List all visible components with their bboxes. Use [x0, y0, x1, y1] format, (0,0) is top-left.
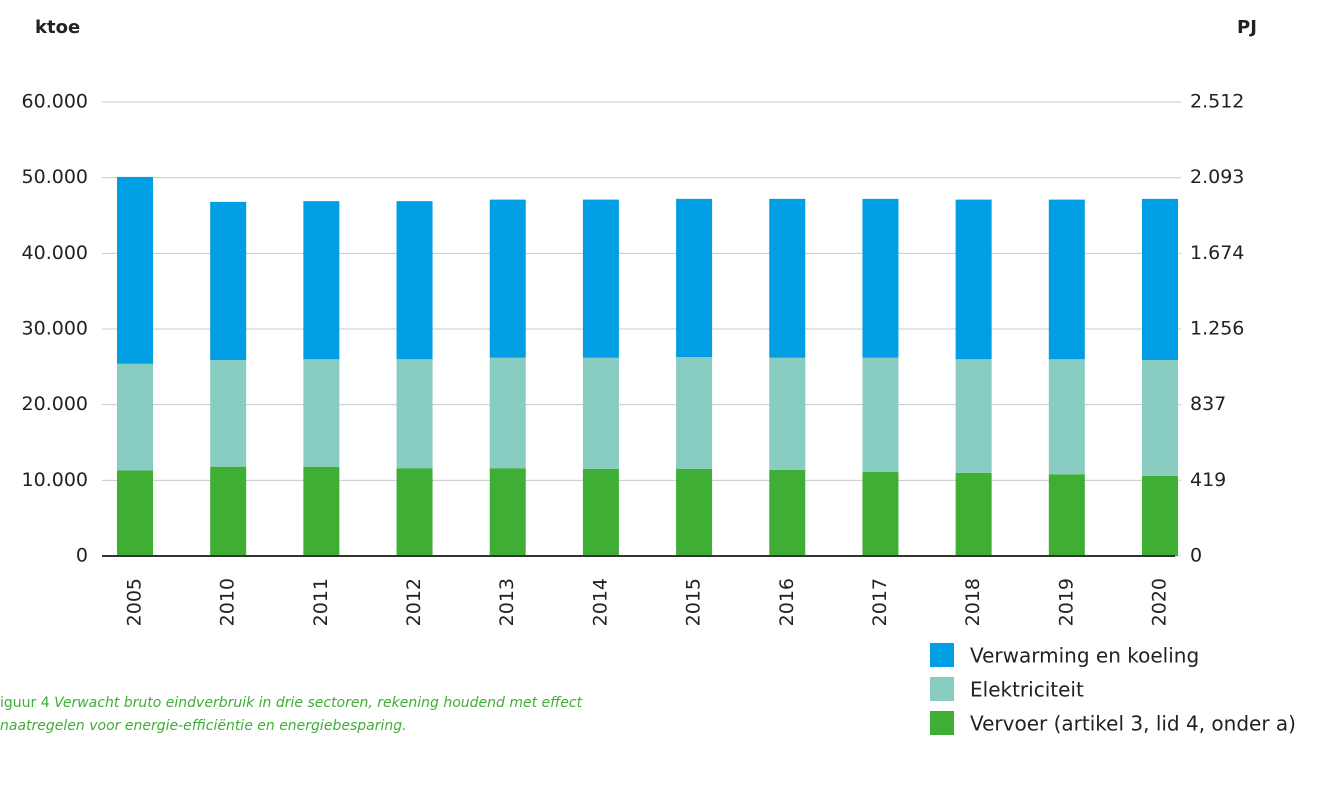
legend-swatch [930, 711, 954, 735]
x-tick-label: 2015 [683, 578, 705, 626]
caption: iguur 4 Verwacht bruto eindverbruik in d… [0, 695, 583, 711]
y2-tick-label: 419 [1190, 469, 1226, 491]
legend-swatch [930, 677, 954, 701]
bar-segment [676, 356, 713, 469]
bar-segment [303, 466, 340, 556]
x-tick-label: 2012 [403, 578, 425, 626]
y2-tick-label: 2.093 [1190, 166, 1244, 188]
x-tick-label: 2016 [776, 578, 798, 626]
bar-segment [489, 357, 526, 469]
bar-segment [1142, 198, 1178, 361]
bar-segment [582, 199, 619, 358]
legend-label: Vervoer (artikel 3, lid 4, onder a) [970, 712, 1296, 736]
x-tick-label: 2018 [962, 578, 984, 626]
x-tick-label: 2013 [496, 578, 518, 626]
bar-segment [396, 359, 433, 469]
bar-segment [303, 359, 340, 467]
bar-segment [676, 468, 713, 556]
x-tick-label: 2017 [869, 578, 891, 626]
bar-segment [862, 472, 899, 556]
x-tick-label: 2010 [217, 578, 239, 626]
bar-segment [862, 357, 899, 473]
caption-label: iguur 4 [0, 695, 50, 711]
bar-segment [117, 176, 153, 364]
y2-tick-label: 1.674 [1190, 242, 1244, 264]
bar-segment [955, 199, 992, 360]
y-tick-label: 20.000 [22, 393, 88, 415]
y-axis-title: ktoe [35, 17, 80, 38]
bar-segment [1142, 360, 1178, 476]
bar-segment [582, 468, 619, 556]
y-tick-label: 10.000 [22, 469, 88, 491]
bar-segment [1048, 474, 1085, 556]
y2-tick-label: 0 [1190, 545, 1202, 567]
bar-segment [489, 199, 526, 358]
y-tick-label: 50.000 [22, 166, 88, 188]
y-tick-label: 60.000 [22, 91, 88, 113]
caption-line: Verwacht bruto eindverbruik in drie sect… [54, 695, 582, 711]
x-tick-label: 2005 [124, 578, 146, 626]
caption-line: naatregelen voor energie-efficiëntie en … [0, 718, 407, 734]
bar-segment [210, 466, 247, 556]
bar-segment [955, 472, 992, 556]
y2-tick-label: 837 [1190, 393, 1226, 415]
bar-segment [210, 201, 247, 361]
bar-segment [489, 468, 526, 556]
bar-segment [1048, 359, 1085, 475]
bar-segment [1142, 475, 1178, 556]
bar-segment [303, 201, 340, 360]
bar-segment [769, 357, 806, 470]
y-tick-label: 0 [76, 545, 88, 567]
bar-segment [396, 201, 433, 360]
bar-segment [396, 468, 433, 556]
x-tick-label: 2020 [1149, 578, 1171, 626]
y2-tick-label: 1.256 [1190, 318, 1244, 340]
y2-tick-label: 2.512 [1190, 91, 1244, 113]
bar-segment [1048, 199, 1085, 360]
bar-segment [117, 363, 153, 471]
bar-segment [582, 357, 619, 469]
legend-swatch [930, 643, 954, 667]
bar-segment [210, 360, 247, 467]
bar-segment [862, 198, 899, 358]
x-tick-label: 2014 [589, 578, 611, 626]
bar-segment [117, 470, 153, 556]
y-tick-label: 30.000 [22, 318, 88, 340]
y-tick-label: 40.000 [22, 242, 88, 264]
bar-segment [676, 198, 713, 357]
x-tick-label: 2011 [310, 578, 332, 626]
y2-axis-title: PJ [1237, 17, 1257, 38]
legend-label: Elektriciteit [970, 678, 1084, 702]
legend-label: Verwarming en koeling [970, 644, 1199, 668]
bar-segment [769, 198, 806, 358]
x-tick-label: 2019 [1055, 578, 1077, 626]
bar-segment [769, 469, 806, 556]
bar-segment [955, 359, 992, 473]
